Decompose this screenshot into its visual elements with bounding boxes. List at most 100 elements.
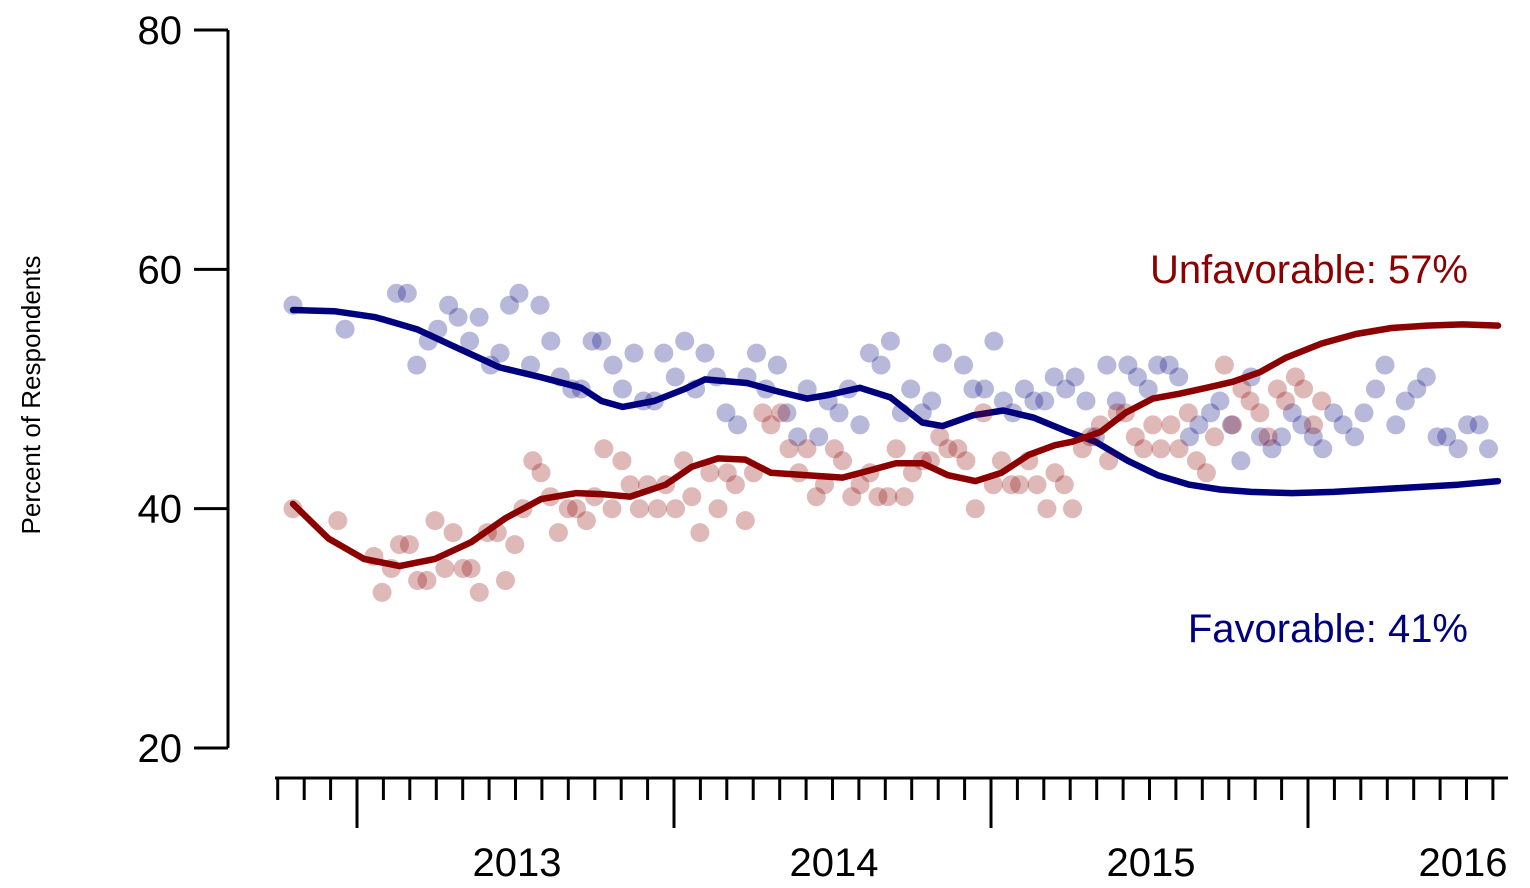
unfavorable-point bbox=[753, 403, 773, 423]
favorable-point bbox=[1345, 427, 1365, 447]
unfavorable-point bbox=[390, 535, 409, 555]
unfavorable-point bbox=[1312, 391, 1332, 411]
unfavorable-point bbox=[647, 499, 667, 519]
unfavorable-series bbox=[283, 321, 1502, 602]
favorable-point bbox=[975, 379, 994, 399]
unfavorable-point bbox=[558, 499, 578, 519]
unfavorable-point bbox=[408, 571, 428, 590]
favorable-point bbox=[624, 343, 644, 363]
unfavorable-point bbox=[868, 487, 888, 507]
unfavorable-point bbox=[1027, 475, 1047, 495]
unfavorable-point bbox=[1143, 415, 1163, 435]
unfavorable-point bbox=[797, 439, 817, 459]
favorable-point bbox=[1180, 427, 1199, 447]
axis-layer: 20 40 60 80 Percent of Respondents 2013 2014 20… bbox=[16, 9, 1508, 885]
unfavorable-point bbox=[594, 439, 614, 459]
x-tick-label: 2013 bbox=[473, 841, 562, 885]
favorable-point bbox=[871, 355, 891, 375]
favorable-point bbox=[654, 343, 674, 363]
unfavorable-point bbox=[1240, 391, 1260, 411]
unfavorable-point bbox=[1232, 379, 1252, 399]
favorable-point bbox=[1231, 451, 1251, 471]
unfavorable-point bbox=[842, 487, 862, 507]
unfavorable-point bbox=[1001, 475, 1021, 495]
unfavorable-series-label: Unfavorable: 57% bbox=[1150, 248, 1468, 292]
favorable-point bbox=[829, 403, 849, 423]
unfavorable-point bbox=[1099, 451, 1119, 471]
unfavorable-point bbox=[717, 463, 737, 483]
unfavorable-point bbox=[735, 511, 755, 531]
unfavorable-point bbox=[399, 535, 419, 555]
unfavorable-point bbox=[902, 463, 922, 483]
favorable-point bbox=[582, 331, 602, 351]
favorable-point bbox=[933, 343, 952, 363]
favorable-point bbox=[747, 343, 766, 363]
unfavorable-point bbox=[612, 451, 632, 471]
favorable-point bbox=[984, 331, 1004, 351]
unfavorable-point bbox=[443, 523, 463, 543]
unfavorable-point bbox=[602, 499, 622, 519]
favorable-point bbox=[797, 379, 817, 399]
favorable-point bbox=[460, 331, 480, 351]
favorable-point bbox=[716, 403, 736, 423]
unfavorable-point bbox=[531, 463, 551, 483]
favorable-point bbox=[387, 283, 406, 303]
unfavorable-point bbox=[567, 499, 586, 519]
unfavorable-point bbox=[1205, 427, 1224, 447]
unfavorable-point bbox=[1214, 355, 1234, 375]
favorable-point bbox=[901, 379, 921, 399]
favorable-point bbox=[1044, 367, 1064, 387]
favorable-point bbox=[1407, 379, 1427, 399]
favorable-point bbox=[1201, 403, 1220, 423]
favorable-point bbox=[1189, 415, 1209, 435]
favorable-point bbox=[1065, 367, 1085, 387]
unfavorable-point bbox=[1285, 367, 1305, 387]
favorable-point bbox=[788, 427, 808, 447]
unfavorable-point bbox=[469, 582, 489, 602]
favorable-point bbox=[1303, 427, 1323, 447]
unfavorable-point bbox=[779, 439, 799, 459]
unfavorable-point bbox=[666, 499, 685, 519]
x-tick-label: 2014 bbox=[790, 841, 879, 885]
unfavorable-point bbox=[965, 499, 985, 519]
unfavorable-trend-line bbox=[289, 321, 1502, 570]
unfavorable-point bbox=[1045, 463, 1065, 483]
favorable-point bbox=[541, 331, 561, 351]
favorable-point bbox=[407, 355, 427, 375]
favorable-point bbox=[728, 415, 747, 435]
favorable-point bbox=[665, 367, 685, 387]
favorable-point bbox=[1076, 391, 1096, 411]
unfavorable-point bbox=[505, 535, 525, 555]
favorable-point bbox=[1366, 379, 1385, 399]
favorable-point bbox=[850, 415, 870, 435]
favorable-point bbox=[613, 379, 632, 399]
unfavorable-point bbox=[948, 439, 968, 459]
favorable-point bbox=[1138, 379, 1158, 399]
unfavorable-point bbox=[1294, 379, 1314, 399]
favorable-series bbox=[283, 283, 1502, 497]
favorable-series-label: Favorable: 41% bbox=[1188, 607, 1468, 651]
favorable-trend-line bbox=[289, 306, 1502, 497]
unfavorable-point bbox=[700, 463, 720, 483]
favorable-point bbox=[767, 355, 787, 375]
unfavorable-point bbox=[1054, 475, 1074, 495]
unfavorable-point bbox=[956, 451, 976, 471]
favorable-point bbox=[1272, 427, 1291, 447]
unfavorable-point bbox=[761, 415, 781, 435]
y-axis-title: Percent of Respondents bbox=[16, 256, 46, 535]
x-tick-label: 2015 bbox=[1107, 841, 1196, 885]
unfavorable-point bbox=[1151, 439, 1171, 459]
favorable-point bbox=[1375, 355, 1395, 375]
unfavorable-point bbox=[629, 499, 649, 519]
favorable-point bbox=[592, 331, 611, 351]
unfavorable-point bbox=[886, 439, 906, 459]
unfavorable-point bbox=[1196, 463, 1216, 483]
favorable-point bbox=[1127, 367, 1147, 387]
favorable-point bbox=[1251, 427, 1270, 447]
unfavorable-point bbox=[878, 487, 898, 507]
unfavorable-point bbox=[1134, 439, 1153, 459]
label-layer: Favorable: 41% Unfavorable: 57% bbox=[1150, 248, 1468, 651]
favorable-point bbox=[1416, 367, 1436, 387]
unfavorable-point bbox=[620, 475, 640, 495]
